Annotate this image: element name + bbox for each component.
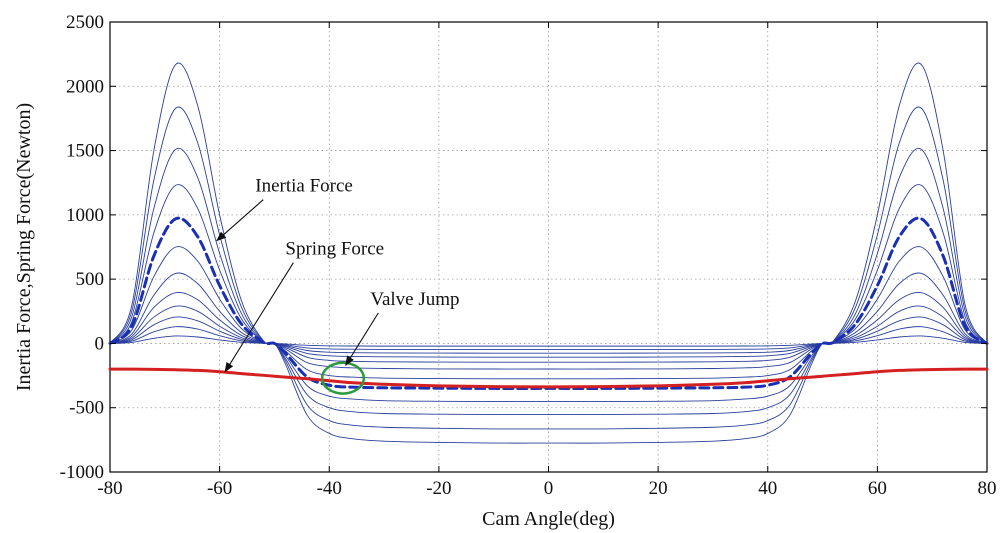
inertia-family-line [109,272,988,370]
inertia-family-line [109,305,988,358]
inertia-family-line [109,147,988,416]
annotation-arrow [224,262,294,373]
y-tick-label: -500 [69,398,104,419]
valve-jump-circle [320,361,366,395]
x-tick-label: 60 [868,478,887,499]
y-tick-label: -1000 [60,462,104,483]
annotation-arrow [345,312,379,367]
series-layer [108,62,989,444]
y-tick-label: 0 [95,333,105,354]
annotation-label: Inertia Force [255,176,353,197]
inertia-family-line [109,291,988,363]
tick-layer: -80 -60 -40 -20 0 20 40 60 80 -1000 -500 0 500 1000 15… [60,12,997,499]
y-tick-label: 2500 [66,12,104,33]
inertia-force-line [108,216,989,390]
grid-layer [110,22,987,472]
x-tick-label: 80 [978,478,997,499]
annotation-label: Spring Force [285,239,384,260]
x-tick-label: 20 [649,478,668,499]
x-tick-label: -20 [426,478,451,499]
x-tick-label: 40 [758,478,777,499]
inertia-family-line [109,335,988,347]
y-axis-title: Inertia Force,Spring Force(Newton) [13,103,35,391]
annotation-layer: Inertia Force Spring Force Valve Jump [216,176,460,395]
x-tick-label: -40 [317,478,342,499]
inertia-family-line [109,246,988,380]
annotation-label: Valve Jump [370,289,459,310]
inertia-family-line [109,106,988,430]
y-tick-label: 500 [76,269,105,290]
x-tick-label: 0 [544,478,554,499]
x-axis-title: Cam Angle(deg) [482,508,615,530]
inertia-family-line [109,184,988,403]
inertia-family-line [109,62,988,444]
annotation-arrow [216,199,264,242]
y-tick-label: 2000 [66,76,104,97]
x-tick-label: -60 [207,478,232,499]
y-tick-label: 1500 [66,141,104,162]
y-tick-label: 1000 [66,205,104,226]
inertia-family-line [109,326,988,351]
x-tick-label: -80 [97,478,122,499]
inertia-family-line [109,316,988,354]
